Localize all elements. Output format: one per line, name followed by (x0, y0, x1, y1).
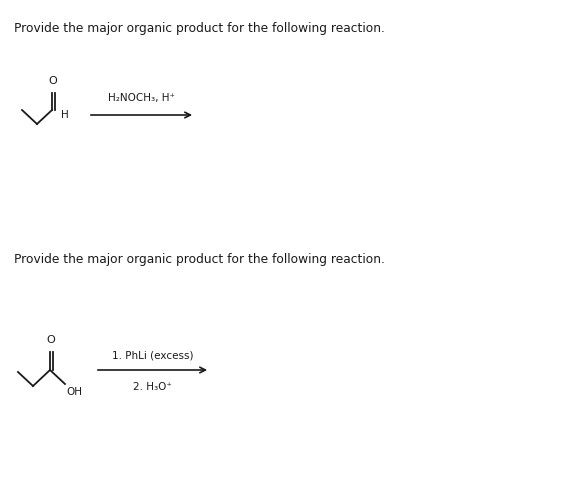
Text: 2. H₃O⁺: 2. H₃O⁺ (133, 382, 172, 392)
Text: O: O (47, 335, 56, 345)
Text: H: H (61, 110, 69, 120)
Text: OH: OH (66, 387, 82, 397)
Text: Provide the major organic product for the following reaction.: Provide the major organic product for th… (14, 253, 385, 266)
Text: Provide the major organic product for the following reaction.: Provide the major organic product for th… (14, 22, 385, 35)
Text: H₂NOCH₃, H⁺: H₂NOCH₃, H⁺ (108, 93, 175, 103)
Text: O: O (49, 76, 57, 86)
Text: 1. PhLi (excess): 1. PhLi (excess) (112, 350, 193, 360)
